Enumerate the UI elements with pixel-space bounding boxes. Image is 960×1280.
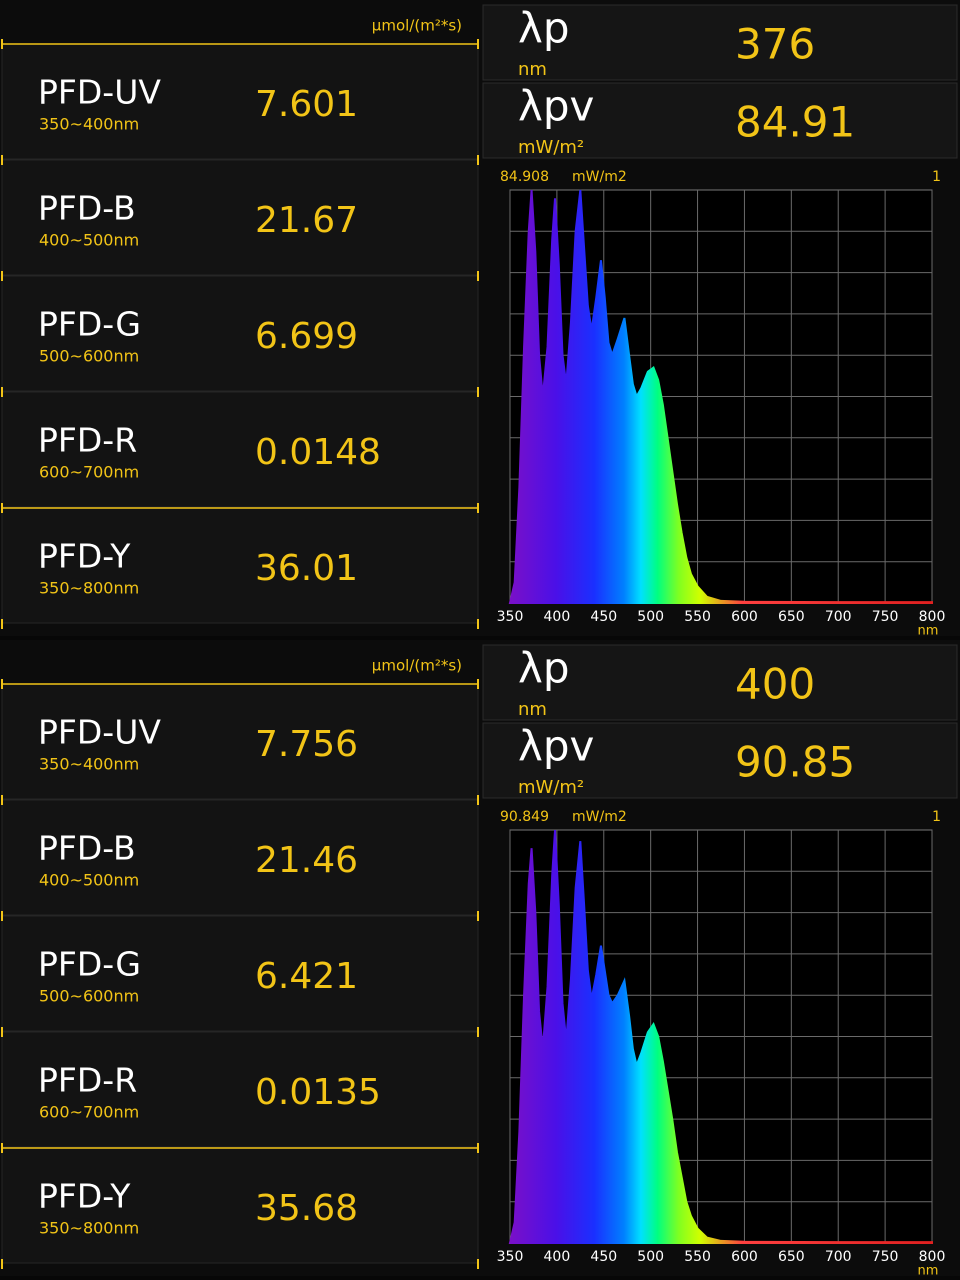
- row-name: PFD-Y: [38, 537, 131, 576]
- x-tick-label: 600: [731, 1249, 758, 1265]
- row-bg: [1, 43, 479, 160]
- row-bg: [1, 159, 479, 276]
- row-value: 21.46: [255, 840, 358, 881]
- row-bg: [1, 915, 479, 1032]
- x-tick-label: 750: [872, 1249, 899, 1265]
- chart-scale: 1: [932, 809, 941, 825]
- x-tick-label: 800: [919, 609, 946, 625]
- chart-unit: mW/m2: [572, 169, 627, 185]
- readout-unit: mW/m²: [518, 137, 584, 158]
- x-tick-label: 400: [544, 609, 571, 625]
- x-unit: nm: [918, 624, 939, 639]
- row-bg: [1, 799, 479, 916]
- row-value: 0.0148: [255, 432, 381, 473]
- row-value: 6.699: [255, 316, 358, 357]
- readout-unit: mW/m²: [518, 777, 584, 798]
- chart-unit: mW/m2: [572, 809, 627, 825]
- readout-box: [482, 722, 958, 799]
- x-tick-label: 650: [778, 1249, 805, 1265]
- row-bg: [1, 507, 479, 624]
- row-value: 7.756: [255, 724, 358, 765]
- readout-unit: nm: [518, 59, 547, 80]
- row-bg: [1, 275, 479, 392]
- row-name: PFD-G: [38, 305, 141, 344]
- x-unit: nm: [918, 1264, 939, 1279]
- x-tick-label: 550: [684, 609, 711, 625]
- chart-peak: 90.849: [500, 809, 549, 825]
- row-range: 350~400nm: [39, 115, 139, 134]
- row-name: PFD-Y: [38, 1177, 131, 1216]
- row-name: PFD-B: [38, 829, 136, 868]
- x-tick-label: 350: [497, 609, 524, 625]
- readout-value: 84.91: [735, 98, 855, 147]
- x-tick-label: 350: [497, 1249, 524, 1265]
- row-name: PFD-UV: [38, 713, 161, 752]
- readout-box: [482, 82, 958, 159]
- x-tick-label: 500: [637, 609, 664, 625]
- x-tick-label: 450: [590, 1249, 617, 1265]
- row-name: PFD-G: [38, 945, 141, 984]
- readout-box: [482, 4, 958, 81]
- readout-label: λp: [518, 4, 570, 53]
- row-range: 600~700nm: [39, 463, 139, 482]
- row-range: 600~700nm: [39, 1103, 139, 1122]
- row-range: 400~500nm: [39, 871, 139, 890]
- row-range: 500~600nm: [39, 347, 139, 366]
- row-name: PFD-UV: [38, 73, 161, 112]
- row-value: 0.0135: [255, 1072, 381, 1113]
- row-range: 350~800nm: [39, 1219, 139, 1238]
- row-value: 6.421: [255, 956, 358, 997]
- x-tick-label: 500: [637, 1249, 664, 1265]
- x-tick-label: 400: [544, 1249, 571, 1265]
- readout-box: [482, 644, 958, 721]
- readout-value: 400: [735, 660, 815, 709]
- row-value: 36.01: [255, 548, 358, 589]
- row-name: PFD-R: [38, 421, 137, 460]
- x-tick-label: 750: [872, 609, 899, 625]
- unit-label: μmol/(m²*s): [372, 657, 462, 675]
- x-tick-label: 700: [825, 609, 852, 625]
- readout-value: 90.85: [735, 738, 855, 787]
- row-range: 350~800nm: [39, 579, 139, 598]
- row-value: 7.601: [255, 84, 358, 125]
- x-tick-label: 800: [919, 1249, 946, 1265]
- chart-peak: 84.908: [500, 169, 549, 185]
- readout-label: λpv: [518, 82, 594, 131]
- chart-scale: 1: [932, 169, 941, 185]
- row-value: 21.67: [255, 200, 358, 241]
- x-tick-label: 650: [778, 609, 805, 625]
- row-name: PFD-B: [38, 189, 136, 228]
- x-tick-label: 600: [731, 609, 758, 625]
- readout-label: λp: [518, 644, 570, 693]
- readout-label: λpv: [518, 722, 594, 771]
- spectrum-area: [508, 189, 933, 604]
- unit-label: μmol/(m²*s): [372, 17, 462, 35]
- x-tick-label: 550: [684, 1249, 711, 1265]
- row-range: 500~600nm: [39, 987, 139, 1006]
- spectrum-area: [508, 829, 933, 1244]
- x-tick-label: 700: [825, 1249, 852, 1265]
- row-bg: [1, 1147, 479, 1264]
- x-tick-label: 450: [590, 609, 617, 625]
- row-name: PFD-R: [38, 1061, 137, 1100]
- row-range: 350~400nm: [39, 755, 139, 774]
- row-value: 35.68: [255, 1188, 358, 1229]
- readout-value: 376: [735, 20, 815, 69]
- row-bg: [1, 1031, 479, 1148]
- row-bg: [1, 683, 479, 800]
- row-bg: [1, 391, 479, 508]
- row-range: 400~500nm: [39, 231, 139, 250]
- readout-unit: nm: [518, 699, 547, 720]
